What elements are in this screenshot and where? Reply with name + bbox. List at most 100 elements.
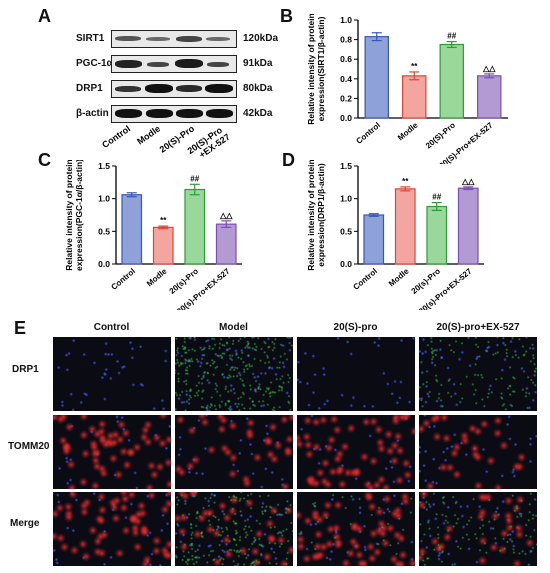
blot-band	[175, 59, 203, 68]
x-tick-label: Modle	[387, 266, 411, 288]
blot-strip-drp1	[111, 80, 237, 98]
fluorescence-image	[419, 415, 537, 489]
y-axis-label-line: expression(SIRT1/β-actin)	[316, 16, 326, 121]
bar	[184, 188, 206, 265]
fluorescence-image	[297, 337, 415, 411]
blot-band	[115, 60, 142, 68]
blot-band	[206, 37, 230, 41]
blot-kda-label: 91kDa	[243, 58, 273, 69]
y-axis-label-line: expression(DRP1/β-actin)	[316, 163, 326, 267]
y-axis-label: Relative intensity of proteinexpression(…	[306, 160, 326, 271]
blot-kda-label: 120kDa	[243, 33, 279, 44]
bar	[152, 226, 174, 265]
significance-mark: △△	[219, 211, 233, 220]
blot-row-label: DRP1	[76, 83, 103, 94]
ihc-column-header: Model	[219, 322, 248, 333]
blot-band	[115, 109, 142, 118]
bar	[363, 214, 385, 265]
y-tick-label: 1.5	[340, 161, 352, 171]
y-tick-label: 0.0	[98, 259, 110, 269]
significance-mark: ##	[432, 193, 441, 202]
blot-band	[176, 85, 202, 92]
x-tick-label: 20(s)-Pro+EX-527	[417, 266, 474, 310]
bar-chart-drp1: Relative intensity of proteinexpression(…	[306, 160, 484, 310]
fluorescence-image	[175, 337, 293, 411]
x-tick-label: Control	[351, 267, 379, 292]
blot-band	[115, 86, 141, 92]
bar-chart-pgc1a: Relative intensity of proteinexpression(…	[64, 160, 242, 310]
blot-row-label: PGC-1α	[76, 58, 113, 69]
blot-lane-label: Control	[100, 123, 132, 150]
y-axis-label: Relative intensity of proteinexpression(…	[64, 160, 84, 271]
ihc-column-header: 20(S)-pro	[333, 322, 378, 333]
y-tick-label: 1.5	[98, 161, 110, 171]
x-tick-label: Modle	[145, 266, 169, 288]
bar	[402, 75, 427, 119]
bar	[439, 43, 464, 119]
blot-band	[147, 62, 169, 67]
bar	[364, 36, 389, 119]
y-tick-label: 0.6	[340, 54, 352, 64]
y-tick-label: 0.5	[340, 226, 352, 236]
y-tick-label: 0.8	[340, 35, 352, 45]
panel-a-letter: A	[38, 6, 51, 26]
ihc-row-label: DRP1	[12, 364, 39, 375]
fluorescence-image	[53, 415, 171, 489]
bar	[121, 194, 143, 265]
blot-strip-sirt1	[111, 30, 237, 48]
y-axis-label-line: Relative intensity of protein	[306, 14, 316, 125]
fluorescence-image	[53, 337, 171, 411]
blot-band	[146, 109, 173, 118]
bar	[394, 188, 416, 265]
y-tick-label: 1.0	[340, 15, 352, 25]
fluorescence-image	[419, 337, 537, 411]
ihc-row-label: TOMM20	[8, 441, 50, 452]
significance-mark: △△	[482, 64, 496, 73]
y-axis-label-line: expression(PGC-1α/β-actin)	[74, 160, 84, 271]
significance-mark: ##	[190, 174, 199, 183]
panel-e-letter: E	[14, 318, 27, 338]
blot-band	[206, 109, 233, 118]
ihc-row-label: Merge	[10, 518, 40, 529]
panel-d-letter: D	[282, 150, 295, 170]
blot-strip-pgc1a	[111, 55, 237, 73]
y-tick-label: 0.4	[340, 74, 352, 84]
y-tick-label: 0.0	[340, 259, 352, 269]
bar	[215, 223, 237, 265]
y-tick-label: 0.2	[340, 93, 352, 103]
blot-lane-label: Modle	[135, 123, 162, 146]
blot-band	[115, 36, 141, 41]
blot-kda-label: 80kDa	[243, 83, 273, 94]
blot-band	[176, 109, 203, 118]
bar	[426, 205, 448, 265]
blot-row-label: SIRT1	[76, 33, 105, 44]
significance-mark: **	[411, 62, 418, 71]
x-tick-label: Control	[109, 267, 137, 292]
x-tick-label: Control	[354, 121, 382, 146]
bar-chart-sirt1: Relative intensity of proteinexpression(…	[306, 14, 508, 164]
y-tick-label: 1.0	[98, 194, 110, 204]
fluorescence-image	[297, 492, 415, 566]
panel-c-letter: C	[38, 150, 51, 170]
y-tick-label: 1.0	[340, 194, 352, 204]
y-axis-label-line: Relative intensity of protein	[64, 160, 74, 271]
bar	[477, 75, 502, 119]
blot-kda-label: 42kDa	[243, 108, 273, 119]
blot-strip-beta-actin	[111, 105, 237, 123]
blot-band	[205, 84, 233, 93]
fluorescence-image	[175, 415, 293, 489]
fluorescence-image	[419, 492, 537, 566]
fluorescence-image	[297, 415, 415, 489]
blot-lane-labels: Control Modle 20(S)-Pro 20(S)-Pro +EX-52…	[100, 123, 232, 160]
blot-band	[207, 62, 229, 67]
x-tick-label: 20(S)-Pro	[424, 121, 457, 151]
blot-band	[176, 36, 202, 42]
significance-mark: **	[402, 177, 409, 186]
blot-band	[146, 37, 170, 41]
panel-b-letter: B	[280, 6, 293, 26]
x-tick-label: Modle	[396, 120, 420, 142]
y-axis-label-line: Relative intensity of protein	[306, 160, 316, 271]
y-tick-label: 0.5	[98, 226, 110, 236]
significance-mark: △△	[461, 177, 475, 186]
y-axis-label: Relative intensity of proteinexpression(…	[306, 14, 326, 125]
